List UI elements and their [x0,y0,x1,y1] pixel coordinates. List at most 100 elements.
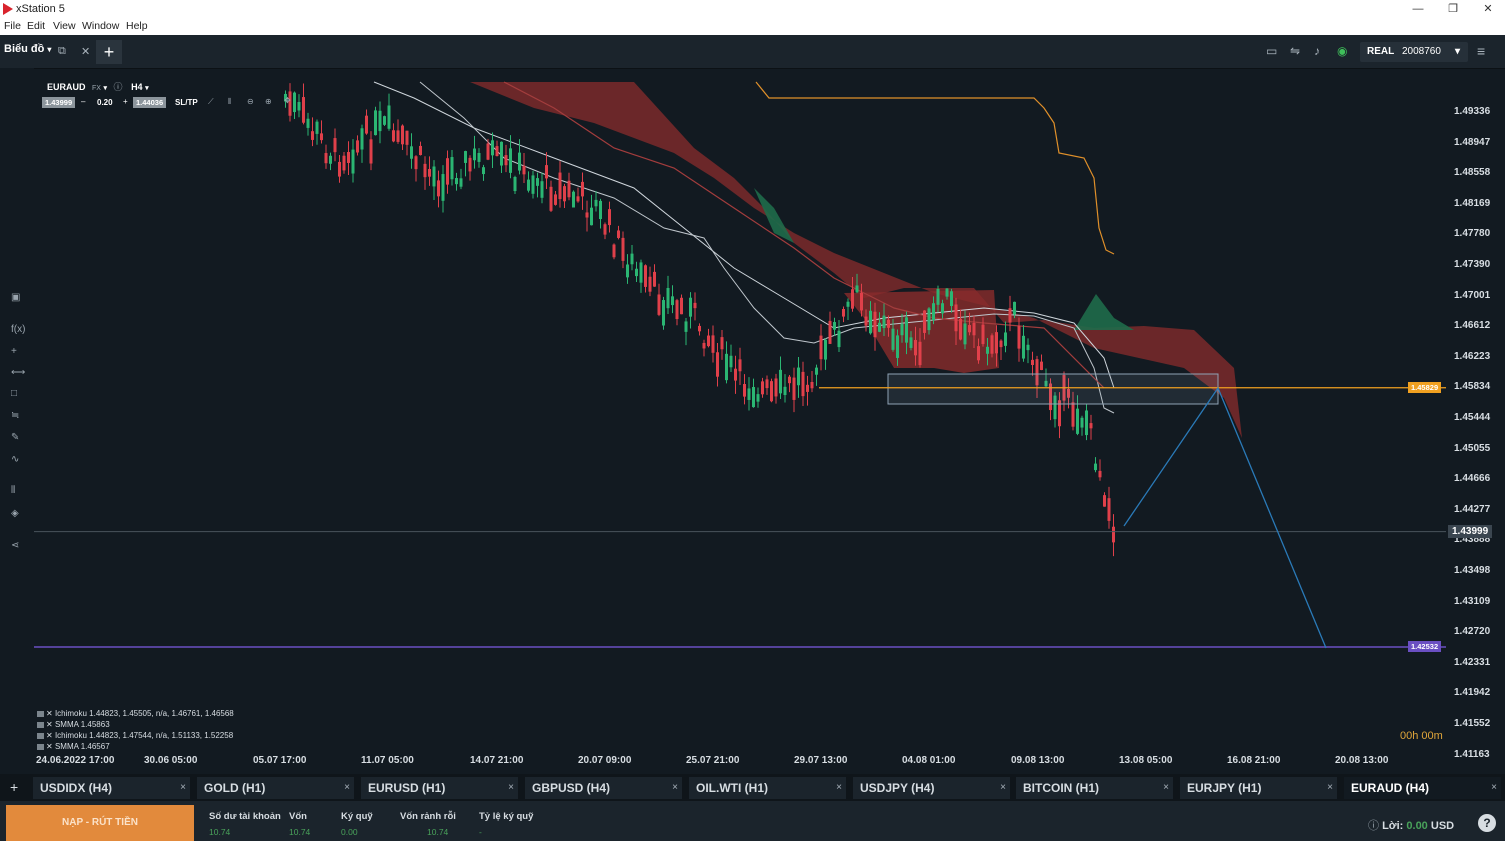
close-tab-icon[interactable]: × [508,782,514,793]
account-selector[interactable]: REAL 2008760 ▾ [1360,42,1468,62]
price-axis[interactable]: 1.49336 1.48947 1.48558 1.48169 1.47780 1.473… [1446,68,1500,774]
move-icon[interactable]: ✥ [284,96,291,105]
instrument-tab-label: GOLD (H1) [204,781,266,795]
chevron-down-icon[interactable]: ▾ [103,85,108,92]
instrument-tab[interactable]: EURAUD (H4) × [1344,777,1501,799]
timeframe-label[interactable]: H4 [131,82,143,92]
symbol-name[interactable]: EURAUD [47,82,86,92]
candle [311,131,314,140]
info-icon[interactable]: ⓘ [113,82,123,92]
add-chart-tab-button[interactable]: + [96,40,122,64]
menu-help[interactable]: Help [126,20,148,32]
instrument-tab[interactable]: GBPUSD (H4) × [525,777,682,799]
instrument-tab[interactable]: EURJPY (H1) × [1180,777,1337,799]
candle [491,140,494,156]
indicator-legend-item[interactable]: ✕ SMMA 1.45863 [37,720,110,729]
signal-icon[interactable]: ⇋ [1290,44,1301,58]
menu-edit[interactable]: Edit [27,20,46,32]
decrease-volume-button[interactable]: – [81,97,86,106]
candle [927,308,931,331]
instrument-tab[interactable]: EURUSD (H1) × [361,777,518,799]
menu-view[interactable]: View [53,20,76,32]
share-icon[interactable]: ⋖ [11,540,20,551]
close-tab-icon[interactable]: × [1163,782,1169,793]
layout-icon[interactable]: ▭ [1266,44,1278,58]
indicator-legend-item[interactable]: ✕ Ichimoku 1.44823, 1.47544, n/a, 1.5113… [37,731,233,740]
close-tab-icon[interactable]: ✕ [81,46,91,58]
candle [891,328,895,350]
instrument-tab[interactable]: BITCOIN (H1) × [1016,777,1173,799]
line-chart-icon[interactable]: ⟋ [208,97,214,106]
candle [680,297,683,315]
close-tab-icon[interactable]: × [1000,782,1006,793]
deposit-withdraw-button[interactable]: NẠP - RÚT TIỀN [6,805,194,841]
close-window-button[interactable]: ✕ [1483,3,1493,15]
menu-window[interactable]: Window [82,20,120,32]
indicator-fx-icon[interactable]: f(x) [11,324,26,335]
candle [383,116,386,125]
close-tab-icon[interactable]: × [180,782,186,793]
crosshair-icon[interactable]: + [11,346,17,357]
zoom-in-icon[interactable]: ⊕ [265,97,272,106]
candle [869,310,872,334]
brush-icon[interactable]: ✎ [11,432,20,443]
restore-button[interactable]: ❐ [1448,3,1458,15]
settings-icon[interactable] [37,721,44,728]
add-instrument-tab-button[interactable]: + [10,779,19,795]
volume-input[interactable]: 0.20 [97,98,113,107]
line-tool-icon[interactable]: ⟷ [11,367,26,378]
bell-icon[interactable]: ♪ [1314,44,1320,58]
help-button[interactable]: ? [1478,814,1496,832]
candle [986,346,989,354]
close-tab-icon[interactable]: × [672,782,678,793]
sell-button[interactable]: 1.43999 [42,97,76,108]
current-price-tag: 1.43999 [1448,524,1493,538]
equity-value: 10.74 [289,827,311,837]
candle [995,332,998,354]
margin-level-value: - [479,827,482,837]
layers-icon[interactable]: ◈ [11,508,19,519]
candle [648,276,652,292]
close-tab-icon[interactable]: × [836,782,842,793]
settings-icon[interactable] [37,732,44,739]
instrument-tab[interactable]: GOLD (H1) × [197,777,354,799]
increase-volume-button[interactable]: + [123,97,128,106]
candles-icon[interactable]: ⫴ [228,97,232,106]
close-tab-icon[interactable]: × [1491,782,1497,793]
balance-label: Số dư tài khoản [209,811,281,822]
candle [761,381,764,395]
wave-icon[interactable]: ∿ [11,454,20,465]
settings-icon[interactable] [37,743,44,750]
price-tick-label: 1.43888 [1454,534,1491,546]
settings-icon[interactable] [37,710,44,717]
chart-type-icon[interactable]: ▣ [11,292,21,303]
instrument-tab[interactable]: USDIDX (H4) × [33,777,190,799]
candles-icon[interactable]: ⫴ [11,485,16,496]
popout-icon[interactable]: ⧉ [58,45,66,57]
candle [423,163,427,178]
candle [1022,335,1025,359]
buy-button[interactable]: 1.44036 [133,97,167,108]
minimize-button[interactable]: — [1412,3,1424,15]
indicator-legend-item[interactable]: ✕ Ichimoku 1.44823, 1.45505, n/a, 1.4676… [37,709,234,718]
candle [360,128,364,150]
hamburger-menu-icon[interactable]: ≡ [1477,43,1486,59]
zoom-out-icon[interactable]: ⊖ [247,97,254,106]
rectangle-tool-icon[interactable]: □ [11,388,18,399]
indicator-legend-item[interactable]: ✕ SMMA 1.46567 [37,742,110,751]
menu-file[interactable]: File [4,20,21,32]
price-chart[interactable] [34,68,1446,774]
close-tab-icon[interactable]: × [344,782,350,793]
close-tab-icon[interactable]: × [1327,782,1333,793]
tab-chart[interactable]: Biểu đồ ▾ [4,43,51,61]
instrument-tab[interactable]: OIL.WTI (H1) × [689,777,846,799]
candle [990,335,994,354]
price-tick-label: 1.48558 [1454,167,1491,179]
profit-label: Lời: [1382,820,1404,832]
fibonacci-icon[interactable]: ≒ [11,410,20,421]
instrument-tab[interactable]: USDJPY (H4) × [853,777,1010,799]
candle [756,394,760,402]
info-icon: ⓘ [1368,820,1379,832]
chevron-down-icon[interactable]: ▾ [145,85,149,92]
sl-tp-button[interactable]: SL/TP [175,98,198,107]
